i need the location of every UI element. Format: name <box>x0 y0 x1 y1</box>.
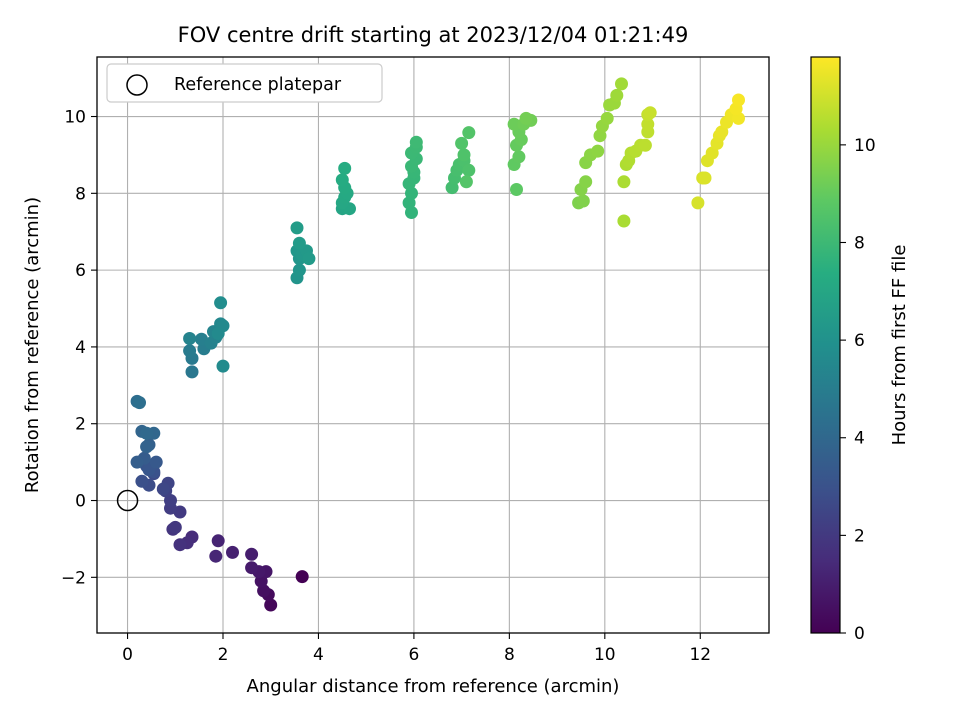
legend-label: Reference platepar <box>174 75 342 95</box>
colorbar-tick-label: 6 <box>854 331 865 351</box>
y-tick-label: 8 <box>75 184 86 204</box>
colorbar-tick-label: 10 <box>854 136 876 156</box>
data-point <box>140 426 154 440</box>
data-point <box>459 175 473 189</box>
y-tick-label: 2 <box>75 415 86 435</box>
data-point <box>643 106 657 120</box>
data-point <box>156 482 170 496</box>
chart-title: FOV centre drift starting at 2023/12/04 … <box>178 23 689 47</box>
x-axis-label: Angular distance from reference (arcmin) <box>247 676 620 697</box>
legend-marker <box>126 74 148 96</box>
data-point <box>264 598 278 612</box>
data-point <box>705 146 719 160</box>
colorbar <box>810 56 841 634</box>
data-point <box>610 88 624 102</box>
colorbar-tick-label: 2 <box>854 526 865 546</box>
data-point <box>462 163 476 177</box>
data-point <box>698 171 712 185</box>
y-tick-label: 10 <box>64 108 86 128</box>
y-tick-label: 0 <box>75 492 86 512</box>
plot-frame <box>96 56 770 634</box>
legend: Reference platepar <box>106 63 383 103</box>
data-point <box>691 196 705 210</box>
data-point <box>409 135 423 149</box>
data-point <box>292 236 306 250</box>
colorbar-ticks: 0 2 4 6 8 10 <box>840 136 876 644</box>
x-axis-ticks: 0 2 4 6 8 10 12 <box>122 633 711 665</box>
y-axis-label: Rotation from reference (arcmin) <box>22 197 43 493</box>
plot-grid <box>97 57 769 633</box>
data-point <box>185 365 199 379</box>
data-point <box>135 474 149 488</box>
x-tick-label: 4 <box>313 645 324 665</box>
data-point <box>245 547 259 561</box>
data-point <box>507 117 521 131</box>
data-point <box>183 332 197 345</box>
data-point <box>457 148 471 162</box>
data-point <box>133 396 146 410</box>
data-point <box>512 150 526 164</box>
data-point <box>638 138 652 152</box>
data-point <box>173 538 187 552</box>
y-tick-label: −2 <box>61 568 86 588</box>
data-point <box>338 161 352 175</box>
data-point <box>617 214 631 228</box>
data-points <box>130 77 745 612</box>
colorbar-tick-label: 4 <box>854 429 865 449</box>
legend-frame <box>106 63 383 103</box>
data-point <box>183 344 197 358</box>
x-tick-label: 2 <box>218 645 229 665</box>
data-point <box>164 494 177 507</box>
data-point <box>455 136 469 150</box>
data-point <box>335 173 349 187</box>
y-tick-label: 4 <box>75 338 86 358</box>
data-point <box>715 125 729 139</box>
data-point <box>576 194 590 208</box>
data-point <box>214 296 228 310</box>
data-point <box>579 175 593 189</box>
colorbar-tick-label: 8 <box>854 233 865 253</box>
data-point <box>140 440 154 454</box>
data-point <box>732 93 745 107</box>
x-tick-label: 12 <box>689 645 711 665</box>
data-point <box>245 561 259 575</box>
colorbar-label: Hours from first FF file <box>889 245 910 446</box>
data-point <box>209 549 223 563</box>
reference-platepar-marker <box>116 489 139 512</box>
data-point <box>168 520 182 534</box>
data-point <box>641 117 655 131</box>
data-point <box>295 570 309 584</box>
data-point <box>519 111 533 125</box>
data-point <box>600 111 614 125</box>
y-axis-ticks: −2 0 2 4 6 8 10 <box>61 108 97 588</box>
data-point <box>149 455 163 469</box>
data-point <box>130 455 144 469</box>
data-point <box>302 252 316 266</box>
data-point <box>617 175 631 189</box>
data-point <box>216 359 230 373</box>
colorbar-tick-label: 0 <box>854 624 865 644</box>
x-tick-label: 0 <box>122 645 133 665</box>
data-point <box>211 534 225 548</box>
data-point <box>462 126 476 140</box>
x-tick-label: 8 <box>504 645 515 665</box>
x-tick-label: 10 <box>594 645 616 665</box>
data-point <box>615 77 628 91</box>
x-tick-label: 6 <box>408 645 419 665</box>
data-point <box>290 221 304 235</box>
data-point <box>510 183 523 196</box>
data-point <box>226 545 239 559</box>
data-point <box>591 144 605 158</box>
data-point <box>211 327 225 340</box>
data-point <box>292 263 306 277</box>
y-tick-label: 6 <box>75 261 86 281</box>
